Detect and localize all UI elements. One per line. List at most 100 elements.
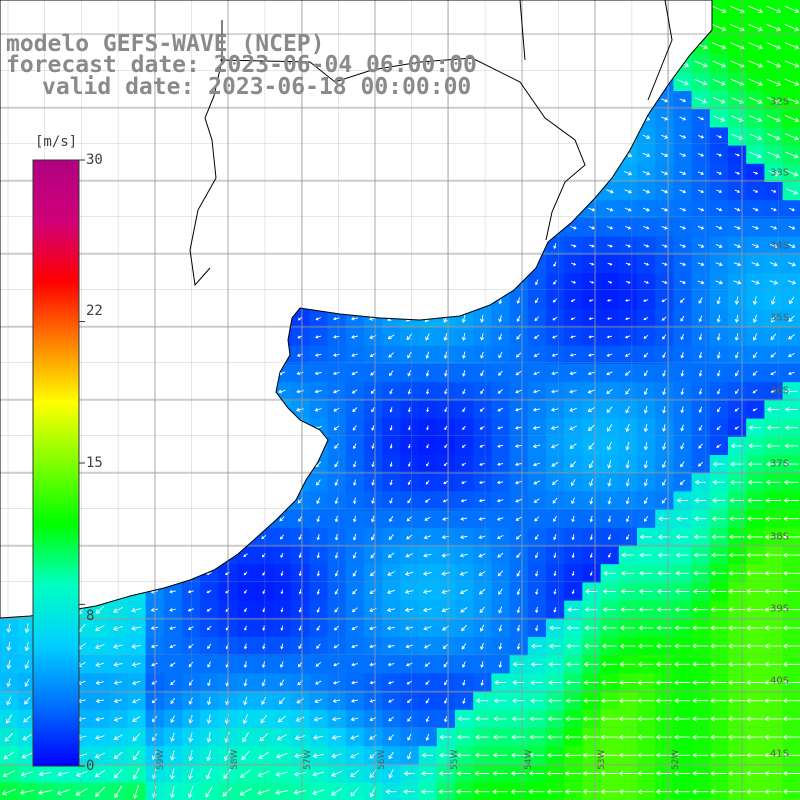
wind-arrow — [710, 589, 727, 594]
wind-arrow — [206, 590, 212, 594]
wind-arrow — [551, 44, 558, 48]
wind-arrow — [424, 662, 431, 667]
wind-arrow — [746, 570, 764, 576]
wind-arrow — [314, 680, 322, 685]
wind-arrow — [765, 498, 781, 503]
wind-arrow — [242, 62, 249, 66]
wind-arrow — [224, 535, 231, 539]
wind-arrow — [389, 407, 393, 413]
wind-arrow — [553, 206, 557, 214]
wind-arrow — [569, 189, 578, 194]
wind-arrow — [404, 607, 414, 613]
wind-arrow — [534, 151, 540, 159]
wind-arrow — [607, 280, 613, 284]
wind-arrow — [170, 461, 175, 468]
lon-label: 57W — [303, 749, 313, 770]
wind-arrow — [59, 79, 68, 85]
wind-arrow — [479, 153, 485, 157]
wind-arrow — [112, 625, 124, 631]
wind-arrow — [569, 98, 578, 103]
wind-arrow — [748, 23, 763, 32]
wind-arrow — [676, 79, 689, 86]
wind-arrow — [444, 679, 448, 686]
wind-arrow — [132, 351, 141, 359]
wind-arrow — [643, 80, 650, 85]
wind-arrow — [783, 498, 800, 503]
lat-label: 37S — [770, 458, 790, 470]
colorbar — [32, 159, 85, 767]
wind-arrow — [601, 680, 618, 685]
wind-arrow — [496, 80, 504, 84]
wind-arrow — [130, 261, 142, 267]
wind-arrow — [607, 26, 613, 29]
wind-arrow — [132, 733, 141, 742]
wind-arrow — [788, 334, 795, 340]
wind-arrow — [241, 98, 250, 103]
wind-arrow — [692, 643, 709, 649]
wind-arrow — [407, 134, 412, 139]
wind-arrow — [639, 24, 653, 31]
wind-arrow — [748, 425, 762, 431]
wind-arrow — [515, 371, 522, 376]
wind-arrow — [535, 570, 539, 577]
wind-arrow — [734, 314, 740, 323]
wind-arrow — [423, 644, 431, 649]
wind-arrow — [388, 23, 394, 32]
wind-arrow — [314, 389, 322, 394]
wind-arrow — [679, 134, 687, 139]
wind-arrow — [459, 553, 468, 558]
wind-arrow — [296, 698, 304, 704]
wind-arrow — [553, 607, 557, 613]
wind-arrow — [697, 280, 705, 285]
wind-arrow — [170, 732, 175, 742]
wind-arrow — [169, 262, 176, 266]
wind-arrow — [4, 425, 14, 431]
wind-arrow — [478, 480, 485, 485]
wind-arrow — [96, 587, 104, 597]
wind-arrow — [204, 152, 213, 158]
wind-arrow — [655, 716, 673, 722]
wind-arrow — [316, 206, 321, 214]
wind-arrow — [389, 115, 393, 122]
wind-arrow — [205, 98, 213, 103]
wind-arrow — [243, 643, 248, 650]
wind-arrow — [478, 498, 486, 503]
wind-arrow — [280, 280, 284, 285]
wind-arrow — [351, 389, 358, 394]
wind-arrow — [388, 699, 394, 703]
wind-arrow — [680, 424, 684, 432]
wind-arrow — [749, 151, 762, 159]
wind-arrow — [278, 480, 286, 485]
wind-arrow — [386, 626, 395, 631]
wind-arrow — [746, 698, 764, 704]
wind-arrow — [23, 133, 31, 140]
wind-arrow — [425, 698, 430, 704]
wind-arrow — [388, 681, 394, 685]
wind-arrow — [716, 333, 721, 341]
wind-arrow — [480, 388, 485, 395]
wind-arrow — [550, 425, 559, 431]
wind-arrow — [656, 643, 672, 649]
wind-arrow — [643, 225, 650, 230]
wind-arrow — [637, 716, 655, 722]
wind-arrow — [550, 389, 559, 394]
wind-arrow — [332, 698, 341, 703]
wind-arrow — [547, 698, 562, 704]
wind-arrow — [170, 424, 175, 432]
wind-arrow — [207, 261, 212, 267]
wind-arrow — [624, 170, 633, 176]
wind-arrow — [170, 315, 176, 322]
wind-arrow — [553, 534, 557, 541]
wind-arrow — [692, 625, 709, 631]
wind-arrow — [782, 716, 800, 722]
wind-arrow — [407, 97, 411, 104]
wind-arrow — [425, 79, 430, 86]
colorbar-tick-8: 8 — [86, 608, 95, 624]
wind-arrow — [352, 97, 357, 104]
wind-arrow — [569, 425, 577, 431]
wind-arrow — [533, 353, 540, 357]
wind-arrow — [425, 716, 430, 723]
wind-arrow — [334, 61, 340, 67]
wind-arrow — [188, 714, 194, 724]
wind-arrow — [532, 444, 541, 449]
